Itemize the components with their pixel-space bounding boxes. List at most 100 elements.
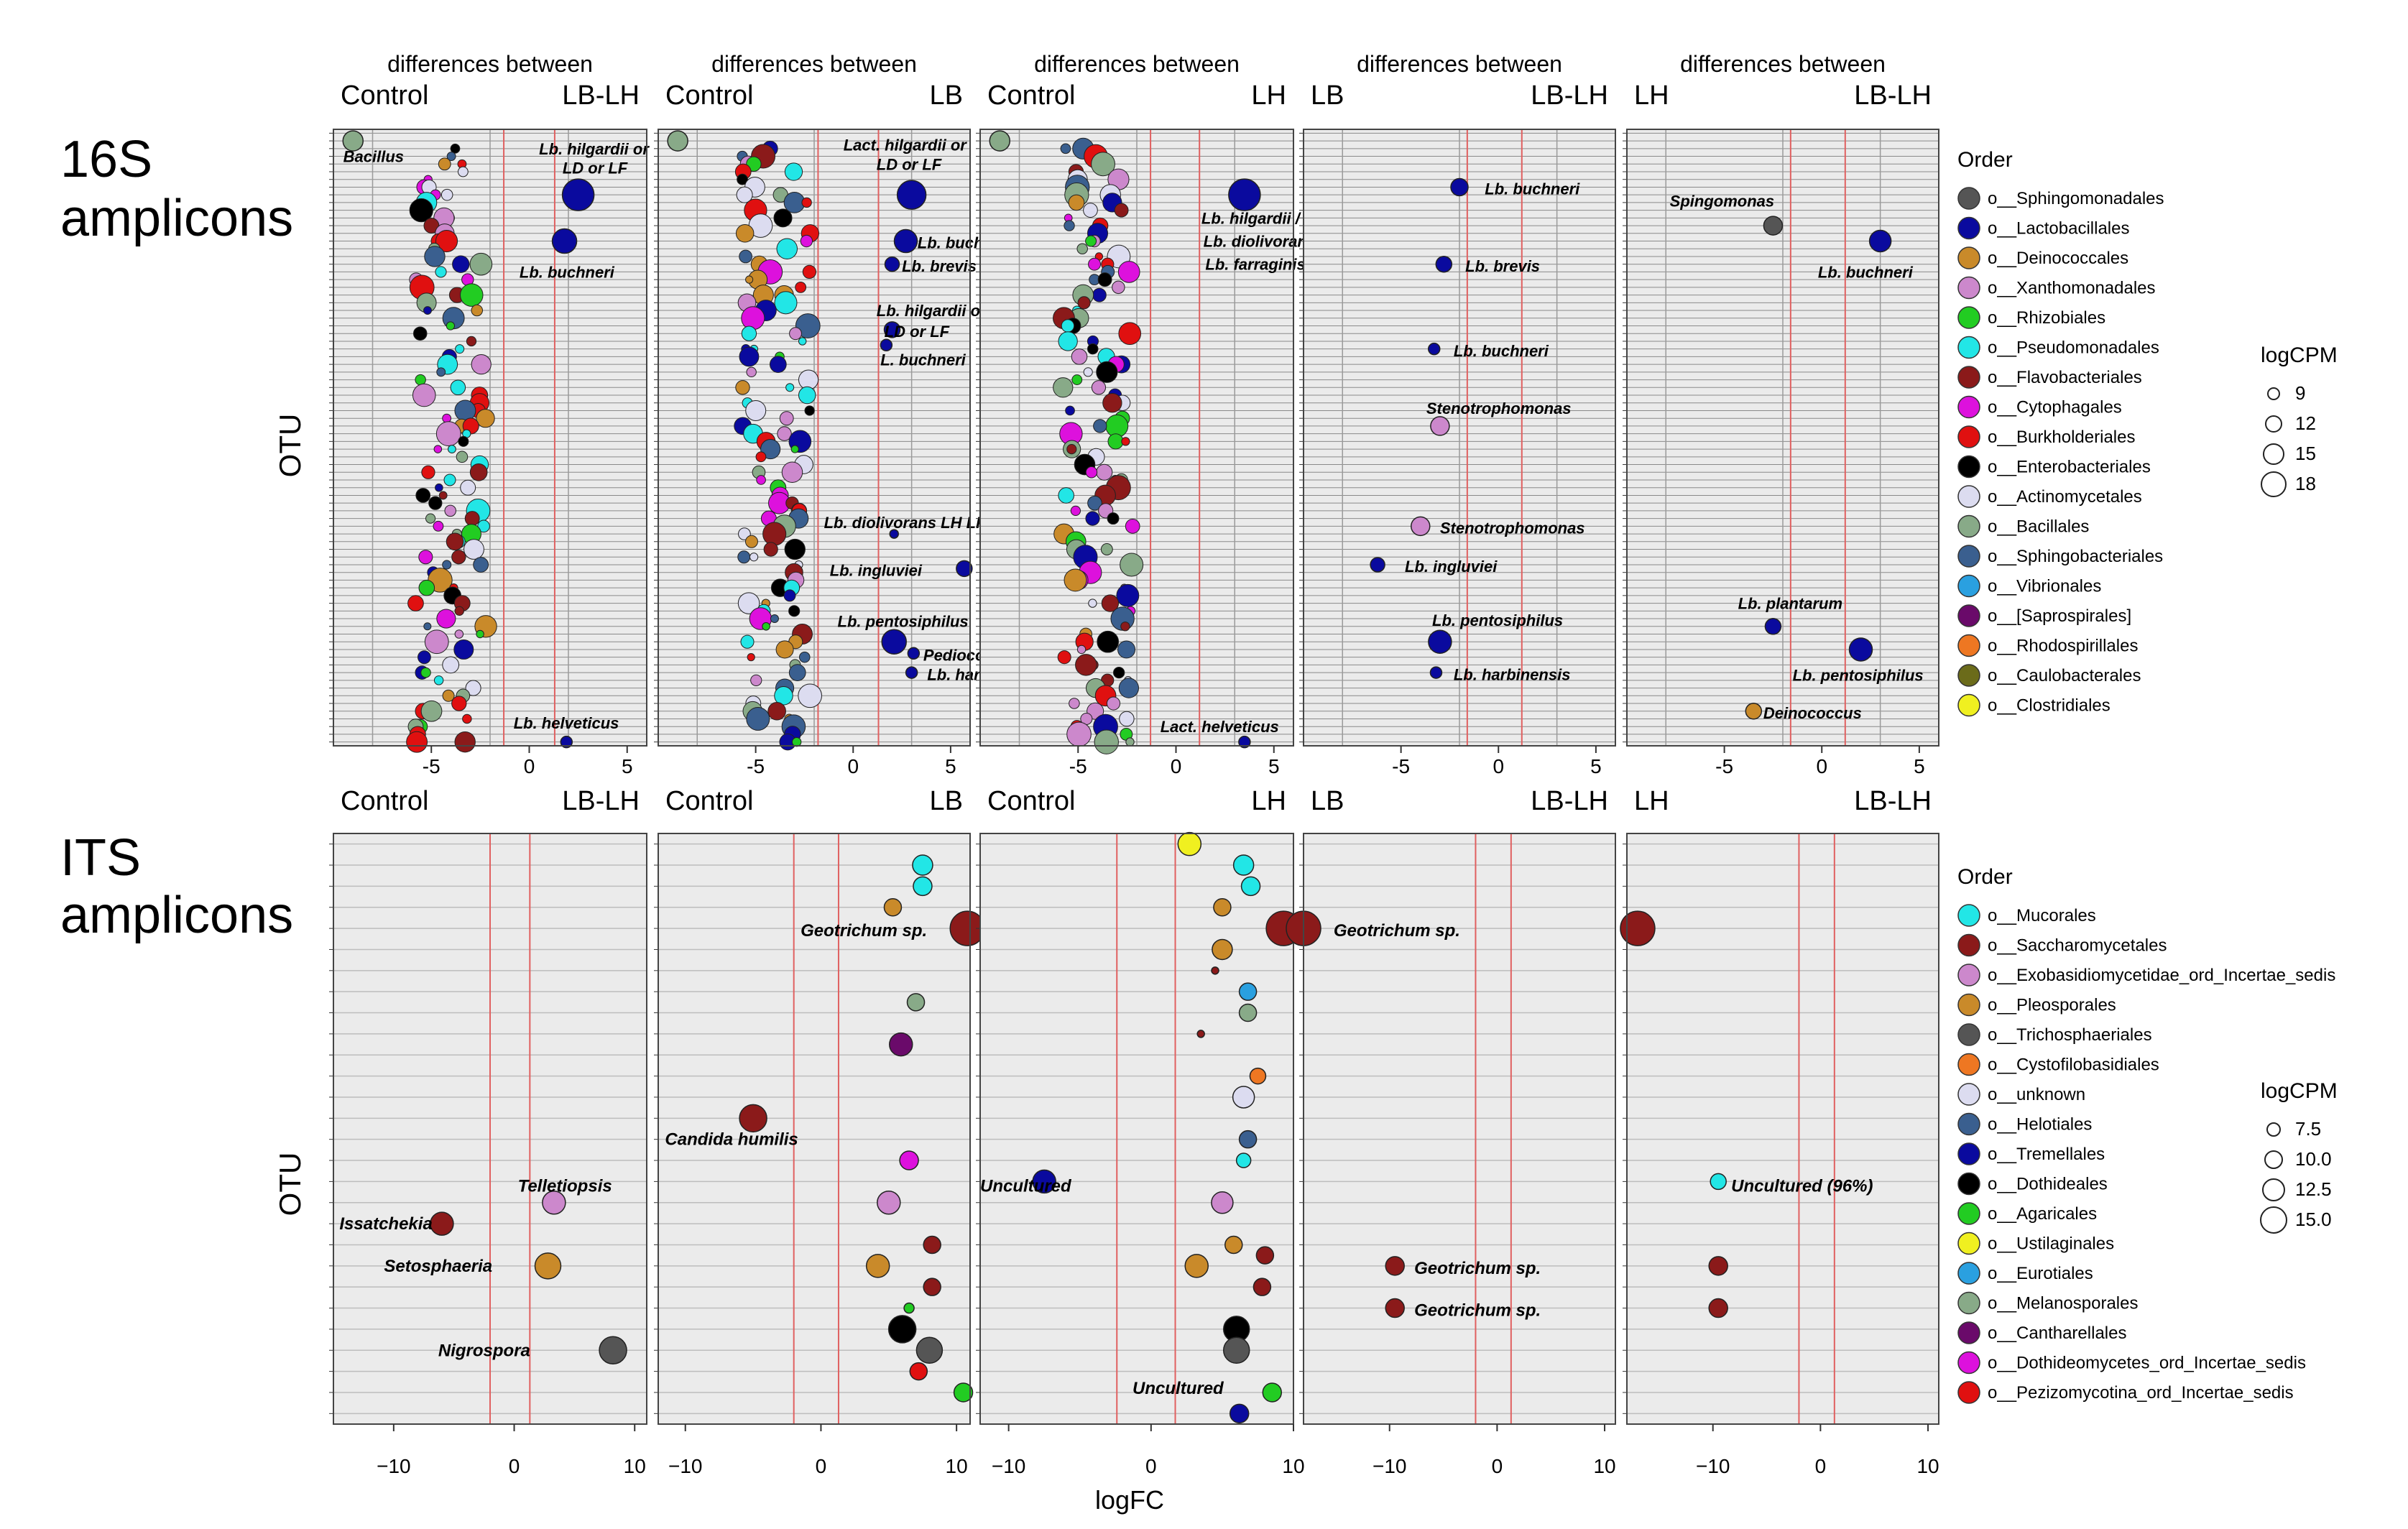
data-point <box>1066 721 1092 747</box>
panel-its-5: LH LB-LH Uncultured (96%) −10 0 10 <box>1620 786 1939 1477</box>
data-point-agaricales <box>903 1302 915 1314</box>
legend-label: o__Sphingobacteriales <box>1988 547 2163 566</box>
point-label: Lb. buchneri <box>520 263 615 281</box>
data-point-dothideales <box>887 1315 917 1344</box>
legend-label: o__Caulobacterales <box>1988 666 2141 685</box>
legend-label: o__Enterobacteriales <box>1988 458 2151 477</box>
data-point <box>1057 650 1071 665</box>
row-title-16s: 16S <box>60 131 152 188</box>
data-point <box>1083 367 1093 377</box>
data-point-xanthomonadales <box>1411 516 1431 537</box>
panel-header-right: LB-LH <box>1531 786 1608 816</box>
point-label: L. buchneri <box>880 351 966 369</box>
x-tick-label: 0 <box>1492 1455 1503 1477</box>
legend-label: o__Eurotiales <box>1988 1264 2093 1283</box>
legend-label: o__Rhodospirillales <box>1988 637 2138 656</box>
size-legend-circle <box>2260 1206 2287 1234</box>
data-point <box>789 327 802 341</box>
data-point <box>791 736 802 747</box>
data-point <box>457 166 469 177</box>
point-label: Lb. buchneri <box>1818 263 1914 281</box>
x-tick-label: 5 <box>1268 755 1280 777</box>
data-point <box>436 367 446 377</box>
legend-label: o__Ustilaginales <box>1988 1234 2114 1254</box>
data-point-lactobacillales <box>893 228 918 254</box>
panel-header-left: LH <box>1634 786 1669 816</box>
data-point-pleosporales <box>865 1254 890 1278</box>
data-point-saccharomycetales <box>1211 966 1219 975</box>
legend-swatch <box>1957 1112 1980 1136</box>
data-point-lactobacillales <box>1764 618 1782 635</box>
size-legend-circle <box>2262 1178 2285 1201</box>
data-point <box>463 539 484 560</box>
data-point <box>1097 272 1112 287</box>
data-point <box>436 609 456 629</box>
data-point-pleosporales <box>534 1252 562 1280</box>
data-point-saccharomycetales <box>1385 1256 1405 1276</box>
x-axis-label: logFC <box>1095 1485 1164 1515</box>
point-label: Stenotrophomonas <box>1426 399 1572 417</box>
size-legend-label: 7.5 <box>2295 1118 2321 1140</box>
data-point <box>1116 583 1140 607</box>
data-point <box>1085 511 1100 526</box>
data-point <box>1077 296 1091 310</box>
data-point <box>443 474 456 486</box>
data-point <box>741 306 765 331</box>
legend-swatch <box>1957 1381 1980 1404</box>
legend-swatch <box>1957 993 1980 1017</box>
data-point <box>424 246 446 267</box>
panel-frame <box>333 833 647 1425</box>
x-tick-label: 10 <box>946 1455 968 1477</box>
data-point <box>1058 487 1074 504</box>
panel-16s-4: differences between LB LB-LH Lb. buchneri Lb… <box>1299 51 1616 777</box>
data-point-saccharomycetales <box>1196 1030 1205 1038</box>
x-tick-label: 5 <box>1914 755 1925 777</box>
data-point <box>418 550 433 565</box>
data-point <box>423 306 432 315</box>
data-point <box>415 374 426 386</box>
data-point <box>1070 505 1081 517</box>
legend-label: o__Helotiales <box>1988 1115 2092 1135</box>
data-point-mucorales <box>1240 876 1261 897</box>
data-point-lactobacillales <box>1428 629 1452 654</box>
data-point-lactobacillales <box>1228 178 1261 211</box>
data-point-bacillales <box>667 130 688 152</box>
point-label: Lb. farraginis <box>1205 256 1305 274</box>
panel-header-prefix: differences between <box>1680 51 1886 77</box>
data-point <box>1101 594 1120 612</box>
data-point <box>735 224 755 243</box>
point-label: Stenotrophomonas <box>1440 519 1585 537</box>
x-tick-label: −10 <box>1373 1455 1407 1477</box>
data-point <box>750 674 762 686</box>
data-point-pleosporales <box>1213 898 1232 917</box>
data-point <box>776 238 798 259</box>
data-point <box>737 173 748 185</box>
data-point-lactobacillales <box>956 560 973 578</box>
data-point <box>762 622 770 631</box>
panel-16s-1: differences between Control LB-LH Bacillus L… <box>329 51 650 777</box>
legend-16s: Order o__Sphingomonadales o__Lactobacillal… <box>1957 148 2338 717</box>
data-point-pleosporales <box>1224 1235 1243 1255</box>
point-label: LD or LF <box>563 160 628 177</box>
panel-frame <box>1626 129 1939 747</box>
data-point <box>1120 553 1144 577</box>
data-point-tremellales <box>1032 1169 1056 1194</box>
data-point <box>739 346 760 367</box>
data-point-mucorales <box>912 854 933 876</box>
legend-label: o__unknown <box>1988 1085 2085 1104</box>
size-legend-label: 12 <box>2295 412 2316 434</box>
panel-header-left: Control <box>341 80 429 111</box>
row-title-its: ITS <box>60 829 141 887</box>
data-point-lactobacillales <box>551 228 578 254</box>
point-label: Lact. helveticus <box>1161 718 1279 736</box>
legend-swatch <box>1957 933 1980 957</box>
data-point <box>455 344 465 354</box>
data-point <box>800 234 813 248</box>
point-label: Lb. ingluviei <box>1405 558 1498 576</box>
data-point <box>420 700 443 722</box>
data-point <box>779 411 794 426</box>
data-point-lactobacillales <box>883 321 901 338</box>
data-point <box>756 475 766 485</box>
data-point <box>1091 152 1115 177</box>
